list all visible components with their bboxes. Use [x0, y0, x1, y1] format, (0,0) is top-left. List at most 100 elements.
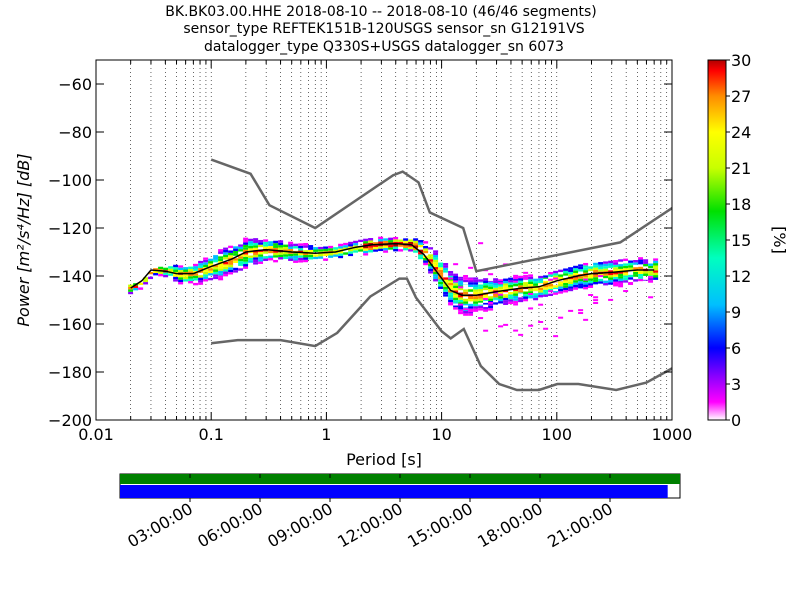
psd-cell	[233, 253, 239, 256]
psd-cell	[488, 301, 494, 304]
psd-cell	[438, 279, 444, 282]
psd-cell	[528, 303, 534, 306]
psd-cell	[568, 286, 574, 289]
psd-cell	[183, 274, 189, 277]
psd-cell	[223, 249, 229, 253]
psd-cell	[623, 290, 629, 293]
psd-cell	[448, 299, 454, 303]
psd-cell	[598, 283, 604, 287]
psd-cell	[438, 272, 444, 275]
psd-cell	[603, 287, 609, 291]
psd-cell	[608, 290, 614, 293]
psd-cell	[618, 282, 624, 285]
psd-cell	[273, 247, 279, 251]
psd-cell	[458, 280, 464, 283]
psd-cell	[538, 294, 544, 298]
psd-cell	[443, 289, 449, 292]
psd-cell	[448, 304, 454, 307]
psd-cell	[278, 259, 284, 262]
psd-cell	[493, 300, 499, 303]
psd-cell	[458, 286, 464, 289]
psd-cell	[268, 262, 274, 266]
psd-cell	[518, 333, 524, 336]
psd-cell	[643, 283, 649, 286]
psd-cell	[458, 306, 464, 310]
psd-cell	[188, 281, 194, 284]
psd-cell	[533, 308, 539, 311]
psd-cell	[333, 259, 339, 262]
psd-cell	[228, 252, 234, 256]
psd-cell	[483, 274, 489, 277]
psd-cell	[518, 297, 524, 300]
psd-cell	[573, 265, 579, 269]
psd-cell	[448, 302, 454, 305]
psd-cell	[358, 246, 364, 250]
psd-cell	[538, 309, 544, 312]
psd-cell	[223, 269, 229, 272]
psd-cell	[248, 260, 254, 263]
psd-cell	[353, 238, 359, 241]
psd-cell	[178, 267, 184, 271]
psd-cell	[413, 238, 419, 241]
psd-cell	[593, 286, 599, 290]
psd-cell	[253, 238, 259, 241]
x-tick-label: 100	[542, 425, 573, 444]
psd-cell	[443, 286, 449, 290]
psd-cell	[133, 285, 139, 288]
psd-cell	[128, 287, 134, 290]
psd-cell	[223, 266, 229, 270]
psd-cell	[433, 274, 439, 277]
psd-cell	[648, 296, 654, 299]
psd-cell	[358, 239, 364, 243]
psd-cell	[573, 325, 579, 328]
chart-title-line-1: BK.BK03.00.HHE 2018-08-10 -- 2018-08-10 …	[165, 4, 597, 20]
psd-cell	[323, 246, 329, 249]
psd-cell	[518, 275, 524, 279]
psd-cell	[238, 239, 244, 242]
psd-cell	[223, 254, 229, 258]
psd-cell	[423, 250, 429, 254]
psd-cell	[643, 286, 649, 289]
psd-cell	[458, 304, 464, 307]
psd-cell	[553, 287, 559, 291]
psd-cell	[168, 280, 174, 284]
psd-cell	[598, 266, 604, 270]
psd-cell	[403, 238, 409, 241]
psd-cell	[498, 305, 504, 309]
psd-cell	[568, 283, 574, 287]
psd-cell	[268, 255, 274, 259]
psd-cell	[488, 305, 494, 309]
psd-cell	[543, 289, 549, 293]
psd-cell	[363, 245, 369, 249]
psd-cell	[433, 264, 439, 268]
noise-model-nlnm	[211, 277, 672, 392]
psd-cell	[363, 253, 369, 256]
psd-cell	[318, 261, 324, 264]
psd-cell	[653, 275, 659, 278]
psd-cell	[288, 263, 294, 266]
psd-cell	[233, 270, 239, 273]
psd-cell	[618, 264, 624, 267]
psd-cell	[543, 282, 549, 285]
psd-cell	[518, 293, 524, 296]
psd-cell	[448, 282, 454, 286]
psd-cell	[273, 245, 279, 248]
psd-cell	[498, 279, 504, 282]
psd-cell	[578, 306, 584, 309]
psd-cell	[313, 254, 319, 257]
psd-cell	[608, 293, 614, 296]
psd-cell	[253, 245, 259, 248]
psd-cell	[503, 278, 509, 281]
psd-cell	[173, 281, 179, 284]
psd-cell	[488, 313, 494, 316]
psd-cell	[558, 293, 564, 297]
psd-cell	[653, 263, 659, 266]
psd-cell	[383, 247, 389, 251]
psd-cell	[418, 249, 424, 253]
psd-cell	[473, 313, 479, 316]
psd-cell	[238, 244, 244, 247]
psd-cell	[418, 256, 424, 260]
psd-cell	[578, 281, 584, 284]
psd-cell	[568, 267, 574, 270]
